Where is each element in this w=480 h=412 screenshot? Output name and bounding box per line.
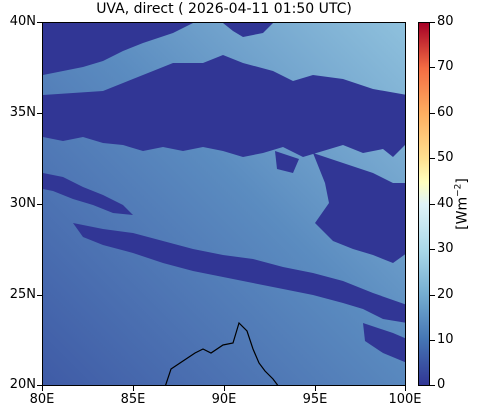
colorbar-tick-mark [430,67,435,68]
colorbar-tick-label: 60 [437,105,454,120]
cloud-region-top-left [43,23,193,75]
colorbar-tick-label: 80 [437,14,454,29]
colorbar-tick-label: 0 [437,377,446,392]
x-tick-mark [315,386,316,391]
x-tick-label: 80E [29,392,55,407]
x-tick-label: 95E [302,392,328,407]
y-tick-mark [37,295,42,296]
colorbar-tick-label: 40 [437,196,454,211]
colorbar-tick-label: 30 [437,241,454,256]
colorbar-tick-label: 10 [437,332,454,347]
y-tick-mark [37,113,42,114]
cloud-streak-north [43,173,133,215]
colorbar-tick-mark [430,204,435,205]
x-tick-mark [224,386,225,391]
colorbar-unit-label: [Wm−2] [453,178,471,230]
cloud-region-mid-east [275,151,299,173]
coastline [165,321,279,385]
y-tick-label: 25N [9,287,36,302]
cloud-streak-main [73,223,405,323]
colorbar-tick-mark [430,249,435,250]
x-tick-label: 85E [120,392,146,407]
uva-direct-map [43,23,405,385]
cloud-mask [43,23,405,363]
x-tick-mark [405,386,406,391]
y-tick-label: 40N [9,14,36,29]
colorbar-tick-label: 50 [437,150,454,165]
colorbar-tick-mark [430,295,435,296]
cloud-region-east [313,153,405,263]
cloud-region-southeast [363,323,405,363]
colorbar-tick-label: 20 [437,287,454,302]
x-tick-mark [42,386,43,391]
cloud-region-north-patch [223,23,273,37]
y-tick-label: 30N [9,196,36,211]
colorbar-tick-label: 70 [437,59,454,74]
y-tick-mark [37,204,42,205]
y-tick-mark [37,385,42,386]
colorbar-tick-mark [430,113,435,114]
colorbar-tick-mark [430,340,435,341]
map-plot-area [42,22,406,386]
x-tick-label: 100E [388,392,422,407]
colorbar [418,22,430,386]
colorbar-tick-mark [430,22,435,23]
map-title: UVA, direct ( 2026-04-11 01:50 UTC) [96,1,352,17]
colorbar-tick-mark [430,385,435,386]
y-tick-label: 35N [9,105,36,120]
y-tick-label: 20N [9,377,36,392]
x-tick-label: 90E [211,392,237,407]
x-tick-mark [133,386,134,391]
y-tick-mark [37,22,42,23]
cloud-region-central-band [43,55,405,157]
colorbar-tick-mark [430,158,435,159]
